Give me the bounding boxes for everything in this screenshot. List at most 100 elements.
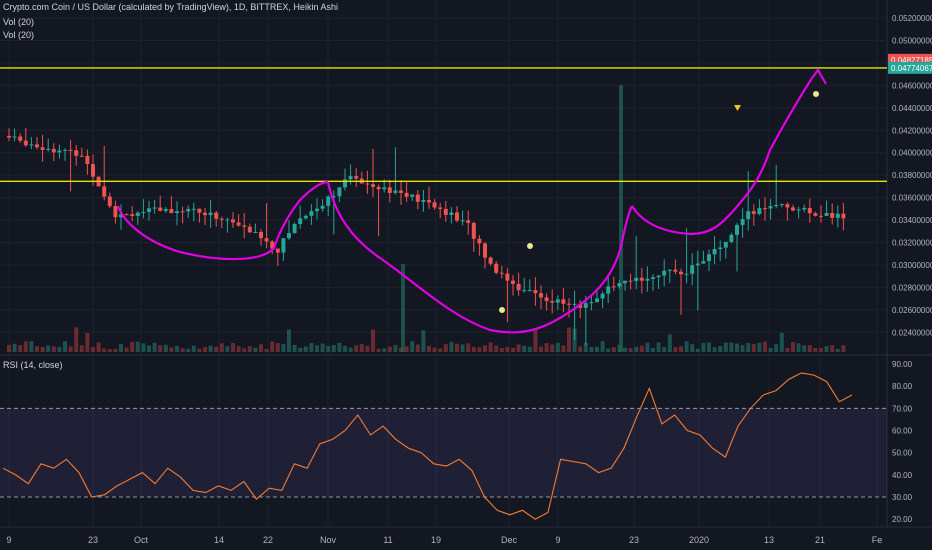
volume-bar — [309, 343, 314, 352]
candle-body — [623, 280, 627, 284]
candle-body — [550, 301, 555, 303]
volume-bar — [303, 346, 308, 352]
volume-bar — [46, 345, 51, 352]
candle-body — [135, 212, 140, 216]
candle-body — [264, 238, 269, 242]
candle-body — [247, 226, 252, 233]
volume-bar — [12, 343, 17, 352]
volume-bar — [343, 345, 347, 352]
volume-bar — [382, 348, 387, 352]
volume-bar — [684, 341, 689, 352]
candle-body — [186, 208, 191, 212]
volume-bar — [796, 343, 801, 352]
candle-body — [651, 277, 655, 279]
volume-bar — [651, 347, 655, 352]
candle-body — [365, 183, 370, 185]
candle-body — [57, 150, 62, 153]
candle-body — [214, 212, 219, 219]
volume-bar — [488, 342, 493, 352]
x-tick-label: 21 — [815, 535, 825, 545]
candle-body — [527, 290, 532, 292]
candle-body — [488, 257, 493, 264]
x-tick-label: 9 — [555, 535, 560, 545]
candle-body — [376, 186, 381, 190]
price-tick-label: 0.02800000 — [892, 283, 932, 292]
volume-bar — [690, 344, 695, 352]
volume-spike — [619, 85, 623, 352]
volume-bar — [673, 347, 678, 352]
candle-body — [746, 211, 751, 220]
candle-body — [102, 186, 107, 197]
last-price-label: 0.04774067 — [891, 64, 932, 73]
volume-bar — [824, 346, 829, 352]
price-tick-label: 0.05000000 — [892, 36, 932, 45]
candle-body — [791, 207, 795, 211]
volume-bar — [91, 347, 95, 352]
cup-handle-curve — [631, 77, 813, 236]
candle-body — [421, 200, 426, 202]
candle-body — [18, 136, 23, 141]
volume-bar — [320, 343, 325, 352]
candle-body — [320, 205, 325, 209]
volume-bar — [113, 348, 118, 352]
volume-bar — [74, 327, 79, 352]
candle-body — [628, 280, 633, 282]
volume-bar — [606, 348, 611, 352]
candle-body — [824, 212, 829, 216]
volume-bar — [707, 342, 711, 352]
rsi-tick-label: 30.00 — [892, 493, 913, 502]
volume-indicator-label-2[interactable]: Vol (20) — [3, 30, 35, 40]
price-label-box — [888, 61, 932, 74]
volume-bar — [35, 346, 39, 352]
candle-body — [236, 222, 241, 226]
candle-body — [259, 231, 263, 239]
volume-bar — [505, 347, 510, 352]
volume-bar — [802, 345, 807, 352]
candle-body — [595, 298, 599, 303]
rsi-indicator-label[interactable]: RSI (14, close) — [3, 360, 63, 370]
volume-bar — [57, 346, 62, 352]
volume-bar — [219, 343, 224, 352]
volume-bar — [107, 348, 112, 352]
volume-bar — [578, 346, 583, 352]
rsi-tick-label: 60.00 — [892, 427, 913, 436]
candle-body — [561, 299, 566, 304]
candle-body — [499, 272, 504, 274]
candle-body — [91, 164, 95, 177]
price-tick-label: 0.03400000 — [892, 216, 932, 225]
price-tick-label: 0.04600000 — [892, 81, 932, 90]
volume-bar — [102, 348, 107, 352]
volume-bar — [23, 341, 28, 352]
price-candles — [7, 128, 846, 346]
candle-body — [63, 149, 67, 151]
candle-body — [130, 214, 135, 216]
price-tick-label: 0.02400000 — [892, 328, 932, 337]
volume-bar — [819, 347, 823, 352]
volume-bar — [841, 345, 846, 352]
x-tick-label: 11 — [383, 535, 392, 545]
volume-indicator-label[interactable]: Vol (20) — [3, 17, 35, 27]
x-tick-label: Nov — [320, 535, 337, 545]
candle-body — [539, 293, 543, 298]
candle-body — [158, 207, 163, 211]
volume-bar — [348, 347, 353, 352]
candle-body — [415, 194, 420, 202]
volume-bar — [197, 348, 202, 352]
x-tick-label: 9 — [6, 535, 11, 545]
candle-body — [796, 209, 801, 211]
candle-body — [768, 206, 773, 209]
volume-bar — [779, 332, 784, 352]
volume-bar — [718, 346, 723, 352]
price-tick-label: 0.03000000 — [892, 261, 932, 270]
volume-bar — [432, 347, 437, 352]
volume-bar — [376, 348, 381, 352]
volume-bar — [746, 342, 751, 352]
candle-body — [7, 135, 11, 138]
signal-dot — [499, 307, 505, 313]
volume-bar — [203, 347, 207, 352]
volume-bar — [359, 344, 364, 352]
candle-body — [29, 144, 34, 146]
volume-bar — [191, 345, 196, 352]
candle-body — [68, 149, 73, 151]
